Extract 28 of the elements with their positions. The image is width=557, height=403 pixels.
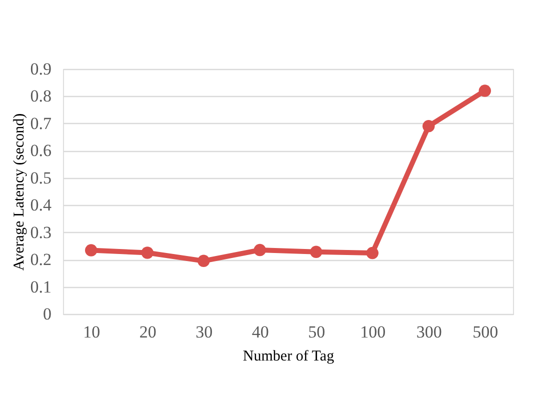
point — [141, 246, 154, 259]
point — [254, 244, 266, 256]
y-tick-label: 0.2 — [30, 250, 52, 270]
point — [198, 254, 210, 268]
y-tick-label: 0.6 — [30, 141, 52, 160]
y-tick-label: 0.7 — [30, 114, 52, 133]
y-axis-title: Average Latency (second) — [11, 113, 28, 271]
y-tick-label: 0.4 — [30, 196, 52, 215]
y-tick-label: 0.5 — [30, 168, 52, 188]
x-tick-label: 300 — [416, 322, 442, 342]
point — [85, 244, 98, 256]
point — [422, 120, 435, 132]
x-tick-label: 10 — [83, 322, 100, 342]
point — [366, 246, 378, 260]
x-tick-label: 30 — [196, 322, 213, 342]
y-tick-label: 0.1 — [30, 277, 52, 296]
y-tick-label: 0.3 — [30, 222, 52, 242]
y-tick-label: 0.8 — [30, 86, 52, 106]
point — [310, 246, 322, 258]
y-tick-label: 0 — [43, 304, 52, 324]
x-tick-label: 20 — [139, 322, 156, 342]
x-tick-label: 100 — [360, 322, 386, 342]
x-tick-label: 500 — [472, 322, 498, 342]
x-tick-label: 50 — [308, 322, 326, 342]
x-tick-label: 40 — [252, 322, 269, 342]
y-tick-label: 0.9 — [30, 60, 52, 78]
x-axis-title: Number of Tag — [242, 348, 335, 364]
point — [478, 84, 491, 97]
